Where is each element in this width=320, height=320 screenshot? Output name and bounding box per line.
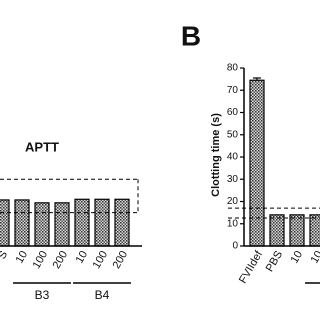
- panel-label: B: [181, 20, 201, 51]
- x-tick-label: 10: [74, 249, 91, 266]
- y-tick-label: 30: [227, 174, 239, 185]
- bar: [74, 198, 90, 247]
- y-tick-label: 10: [227, 218, 239, 229]
- y-axis-title: Clotting time (s): [210, 113, 222, 197]
- x-tick-label: 100: [31, 249, 51, 271]
- x-tick-label: 100: [91, 249, 111, 271]
- x-tick-label: 10: [14, 249, 31, 266]
- chart-title: APTT: [25, 139, 59, 154]
- y-tick-label: 40: [227, 152, 239, 163]
- y-tick-label: 50: [227, 129, 239, 140]
- bar: [249, 79, 265, 247]
- bar: [269, 214, 285, 247]
- x-tick-label: S: [0, 249, 10, 261]
- x-tick-label: PBS: [264, 249, 285, 274]
- x-tick-label: 10: [309, 249, 320, 266]
- bar: [0, 199, 10, 247]
- bar: [14, 199, 30, 247]
- bar: [34, 202, 50, 247]
- y-tick-label: 60: [227, 107, 239, 118]
- y-tick-label: 80: [227, 63, 239, 74]
- bar: [309, 214, 320, 247]
- bar: [289, 214, 305, 247]
- group-label: B4: [95, 288, 110, 302]
- bar: [94, 198, 110, 247]
- bar: [54, 202, 70, 247]
- x-tick-label: 200: [111, 249, 131, 271]
- y-tick-label: 20: [227, 196, 239, 207]
- y-tick-label: 0: [232, 241, 238, 252]
- x-tick-label: 10: [289, 249, 306, 266]
- y-tick-label: 70: [227, 85, 239, 96]
- group-label: B3: [35, 288, 50, 302]
- bar: [114, 198, 130, 247]
- x-tick-label: 200: [51, 249, 71, 271]
- x-tick-label: FVIIdef: [237, 248, 266, 286]
